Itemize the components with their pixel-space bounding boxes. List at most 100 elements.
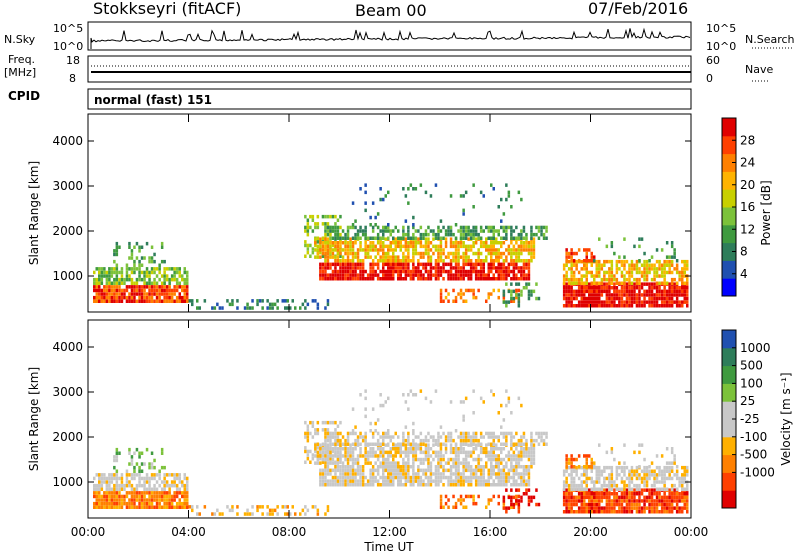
- power-cell: [316, 225, 320, 230]
- power-cell: [623, 237, 626, 241]
- velocity-cell: [95, 494, 98, 499]
- velocity-cell: [462, 461, 465, 465]
- power-cell: [477, 277, 480, 281]
- velocity-cell: [623, 487, 626, 491]
- power-cell: [613, 300, 616, 304]
- velocity-cell: [178, 473, 181, 477]
- power-cell: [321, 254, 325, 258]
- power-cell: [648, 293, 651, 297]
- velocity-cell: [467, 494, 470, 499]
- velocity-cell: [442, 468, 445, 473]
- power-cell: [98, 288, 101, 293]
- power-cell: [412, 277, 415, 281]
- velocity-cell: [339, 460, 342, 464]
- velocity-cell: [673, 492, 676, 496]
- velocity-cell: [474, 468, 478, 473]
- power-cell: [376, 225, 380, 230]
- power-cell: [351, 236, 355, 240]
- velocity-cell: [402, 435, 405, 439]
- velocity-cell: [467, 461, 470, 465]
- velocity-cell: [527, 472, 531, 476]
- velocity-cell: [618, 499, 621, 503]
- power-cell: [103, 270, 106, 275]
- power-cell: [605, 286, 609, 290]
- velocity-cell: [645, 488, 649, 492]
- velocity-cell: [143, 462, 146, 466]
- power-cell: [653, 282, 656, 286]
- power-cell: [110, 295, 114, 300]
- power-cell: [449, 237, 453, 241]
- velocity-cell: [148, 483, 151, 488]
- power-cell: [447, 255, 450, 259]
- power-cell: [590, 296, 593, 301]
- velocity-cell: [593, 465, 596, 469]
- velocity-cell: [379, 475, 382, 480]
- power-cell: [670, 270, 674, 275]
- velocity-cell: [138, 469, 141, 473]
- velocity-cell: [389, 465, 392, 469]
- power-cell: [485, 277, 488, 281]
- power-cell: [397, 259, 400, 263]
- velocity-cell: [490, 442, 493, 446]
- power-cell: [389, 229, 392, 233]
- power-cell: [615, 289, 619, 294]
- power-cell: [130, 249, 134, 253]
- velocity-cell: [135, 473, 139, 477]
- velocity-cell: [623, 443, 626, 447]
- velocity-cell: [427, 431, 430, 436]
- power-cell: [113, 295, 116, 300]
- power-cell: [588, 296, 591, 301]
- velocity-cell: [412, 442, 415, 446]
- power-cell: [150, 292, 154, 296]
- velocity-cell: [469, 494, 473, 499]
- velocity-cell: [462, 414, 465, 419]
- power-cell: [407, 187, 410, 191]
- power-cell: [567, 277, 571, 282]
- velocity-cell: [359, 442, 362, 446]
- power-cell: [371, 241, 375, 245]
- velocity-cell: [145, 501, 149, 506]
- power-cell: [495, 259, 498, 263]
- velocity-cell: [595, 510, 598, 514]
- velocity-cell: [153, 476, 156, 481]
- velocity-cell: [321, 468, 325, 473]
- velocity-cell: [321, 475, 325, 480]
- velocity-cell: [125, 473, 129, 477]
- velocity-cell: [485, 431, 488, 436]
- velocity-cell: [497, 479, 500, 483]
- velocity-cell: [462, 465, 465, 469]
- power-cell: [108, 299, 111, 303]
- power-cell: [673, 277, 676, 282]
- power-cell: [505, 255, 508, 259]
- power-cell: [427, 269, 430, 274]
- velocity-cell: [530, 442, 533, 446]
- velocity-cell: [407, 407, 410, 411]
- velocity-cell: [407, 461, 410, 465]
- velocity-cell: [492, 479, 495, 483]
- power-cell: [399, 241, 402, 245]
- velocity-cell: [525, 479, 528, 483]
- power-cell: [630, 289, 634, 294]
- power-cell: [427, 237, 430, 241]
- velocity-cell: [686, 495, 689, 500]
- velocity-cell: [640, 492, 644, 496]
- velocity-cell: [382, 465, 385, 469]
- power-cell: [160, 245, 164, 249]
- power-cell: [530, 232, 533, 237]
- power-cell: [505, 273, 508, 277]
- velocity-cell: [140, 451, 144, 455]
- velocity-cell: [359, 431, 362, 436]
- power-cell: [562, 293, 566, 297]
- velocity-cell: [173, 498, 176, 502]
- power-cell: [339, 277, 342, 281]
- velocity-cell: [570, 476, 573, 481]
- velocity-cell: [364, 454, 367, 458]
- power-cell: [527, 293, 531, 297]
- velocity-cell: [630, 495, 634, 500]
- power-cell: [643, 300, 646, 304]
- power-cell: [650, 255, 654, 259]
- power-cell: [414, 236, 418, 240]
- power-cell: [467, 237, 470, 241]
- velocity-cell: [650, 506, 654, 510]
